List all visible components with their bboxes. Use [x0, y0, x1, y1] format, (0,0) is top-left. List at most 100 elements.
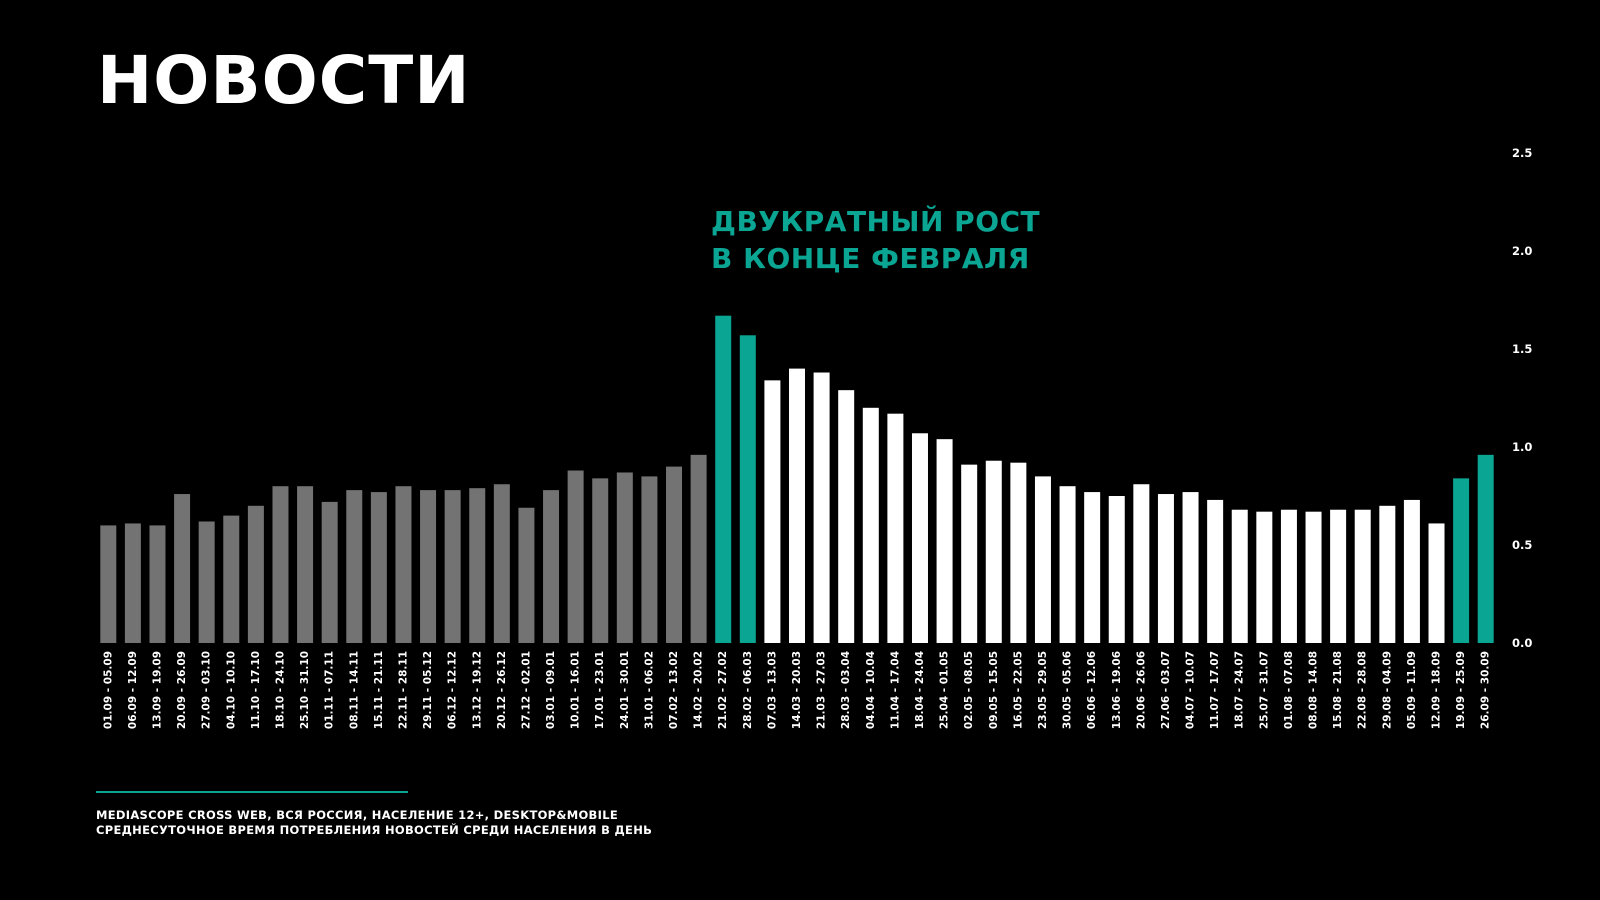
y-tick-label-4: 1.5 — [1512, 342, 1532, 356]
x-tick-label-50: 08.08 - 14.08 — [1308, 651, 1320, 729]
x-tick-label-16: 13.12 - 19.12 — [471, 651, 483, 729]
x-tick-label-5: 27.09 - 03.10 — [201, 651, 213, 729]
bar-57 — [1477, 454, 1494, 643]
x-tick-label-35: 25.04 - 01.05 — [939, 651, 951, 729]
bar-18 — [518, 507, 535, 643]
bar-35 — [936, 439, 953, 643]
x-tick-label-21: 17.01 - 23.01 — [594, 651, 606, 729]
bar-31 — [838, 390, 855, 643]
x-tick-label-47: 18.07 - 24.07 — [1234, 651, 1246, 729]
x-tick-label-15: 06.12 - 12.12 — [447, 651, 459, 729]
y-tick-label-6: 2.5 — [1512, 146, 1532, 160]
bar-19 — [543, 490, 560, 643]
bar-7 — [247, 505, 264, 643]
x-tick-label-33: 11.04 - 17.04 — [889, 651, 901, 729]
x-tick-label-54: 05.09 - 11.09 — [1406, 651, 1418, 729]
bar-10 — [321, 501, 338, 643]
bar-20 — [567, 470, 584, 643]
bar-15 — [444, 490, 461, 643]
x-tick-label-44: 27.06 - 03.07 — [1160, 651, 1172, 729]
bar-48 — [1256, 511, 1273, 643]
x-tick-label-55: 12.09 - 18.09 — [1431, 651, 1443, 729]
bar-28 — [764, 380, 781, 643]
x-tick-label-28: 07.03 - 13.03 — [766, 651, 778, 729]
annotation-line-1: ДВУКРАТНЫЙ РОСТ — [711, 205, 1041, 238]
x-tick-label-38: 16.05 - 22.05 — [1012, 651, 1024, 729]
bar-49 — [1280, 509, 1297, 643]
bar-24 — [666, 466, 683, 643]
x-tick-label-19: 03.01 - 09.01 — [545, 651, 557, 729]
bar-1 — [100, 525, 117, 643]
y-tick-label-5: 2.0 — [1512, 244, 1532, 258]
bar-43 — [1133, 484, 1150, 643]
x-tick-label-10: 01.11 - 07.11 — [324, 651, 336, 729]
bar-16 — [469, 488, 486, 643]
x-tick-label-37: 09.05 - 15.05 — [988, 651, 1000, 729]
bar-17 — [493, 484, 510, 643]
x-tick-label-24: 07.02 - 13.02 — [668, 651, 680, 729]
bar-29 — [789, 368, 805, 643]
x-tick-label-25: 14.02 - 20.02 — [693, 651, 705, 729]
bar-2 — [124, 523, 141, 643]
x-tick-label-48: 25.07 - 31.07 — [1258, 651, 1270, 729]
bar-45 — [1182, 492, 1199, 643]
bar-47 — [1231, 509, 1248, 643]
bar-6 — [223, 515, 240, 643]
annotation-line-2: В КОНЦЕ ФЕВРАЛЯ — [711, 242, 1030, 275]
bar-41 — [1084, 492, 1101, 643]
page-title: НОВОСТИ — [97, 42, 471, 119]
source-note: MEDIASCOPE CROSS WEB, ВСЯ РОССИЯ, НАСЕЛЕ… — [96, 808, 652, 838]
x-tick-label-46: 11.07 - 17.07 — [1209, 651, 1221, 729]
chart-annotation: ДВУКРАТНЫЙ РОСТ В КОНЦЕ ФЕВРАЛЯ — [711, 203, 1040, 277]
x-tick-label-43: 20.06 - 26.06 — [1135, 651, 1147, 729]
bar-4 — [174, 494, 191, 643]
x-tick-label-57: 26.09 - 30.09 — [1480, 651, 1492, 729]
x-tick-label-9: 25.10 - 31.10 — [299, 651, 311, 729]
bar-56 — [1453, 478, 1470, 643]
y-tick-label-3: 1.0 — [1512, 440, 1532, 454]
bar-40 — [1059, 486, 1076, 643]
x-tick-label-30: 21.03 - 27.03 — [816, 651, 828, 729]
x-tick-label-51: 15.08 - 21.08 — [1332, 651, 1344, 729]
x-tick-label-1: 01.09 - 05.09 — [102, 651, 114, 729]
bar-23 — [641, 476, 658, 643]
x-tick-label-36: 02.05 - 08.05 — [963, 651, 975, 729]
bar-27 — [739, 335, 756, 643]
bar-25 — [690, 454, 707, 643]
bar-42 — [1108, 496, 1125, 643]
bar-9 — [297, 486, 314, 643]
x-tick-label-45: 04.07 - 10.07 — [1185, 651, 1197, 729]
x-tick-label-53: 29.08 - 04.09 — [1381, 651, 1393, 729]
x-tick-label-6: 04.10 - 10.10 — [225, 651, 237, 729]
x-tick-label-29: 14.03 - 20.03 — [791, 651, 803, 729]
source-line-2: СРЕДНЕСУТОЧНОЕ ВРЕМЯ ПОТРЕБЛЕНИЯ НОВОСТЕ… — [96, 823, 653, 837]
x-tick-label-34: 18.04 - 24.04 — [914, 651, 926, 729]
bar-5 — [198, 521, 215, 643]
x-tick-label-23: 31.01 - 06.02 — [643, 651, 655, 729]
y-axis-ticks: 0.0 0.5 1.0 1.5 2.0 2.5 — [1512, 146, 1532, 650]
x-tick-label-4: 20.09 - 26.09 — [176, 651, 188, 729]
bar-36 — [961, 464, 978, 643]
bar-32 — [862, 407, 879, 643]
x-tick-label-14: 29.11 - 05.12 — [422, 651, 434, 729]
x-tick-label-27: 28.02 - 06.03 — [742, 651, 754, 729]
bar-39 — [1034, 476, 1051, 643]
y-tick-label-1: 0.0 — [1512, 636, 1532, 650]
bar-51 — [1330, 509, 1347, 643]
x-tick-label-39: 23.05 - 29.05 — [1037, 651, 1049, 729]
bar-26 — [715, 315, 732, 643]
bar-8 — [272, 486, 289, 643]
x-tick-label-41: 06.06 - 12.06 — [1086, 651, 1098, 729]
bar-50 — [1305, 511, 1322, 643]
x-tick-label-56: 19.09 - 25.09 — [1455, 651, 1467, 729]
source-line-1: MEDIASCOPE CROSS WEB, ВСЯ РОССИЯ, НАСЕЛЕ… — [96, 808, 618, 822]
x-tick-label-11: 08.11 - 14.11 — [348, 651, 360, 729]
bar-37 — [985, 460, 1002, 643]
bar-44 — [1157, 494, 1174, 643]
bar-33 — [887, 413, 904, 643]
x-tick-label-2: 06.09 - 12.09 — [127, 651, 139, 729]
x-tick-label-31: 28.03 - 03.04 — [840, 651, 852, 729]
bar-22 — [616, 472, 633, 643]
x-tick-label-17: 20.12 - 26.12 — [496, 651, 508, 729]
x-axis-labels: 01.09 - 05.09 06.09 - 12.09 13.09 - 19.09 2… — [102, 651, 1491, 729]
